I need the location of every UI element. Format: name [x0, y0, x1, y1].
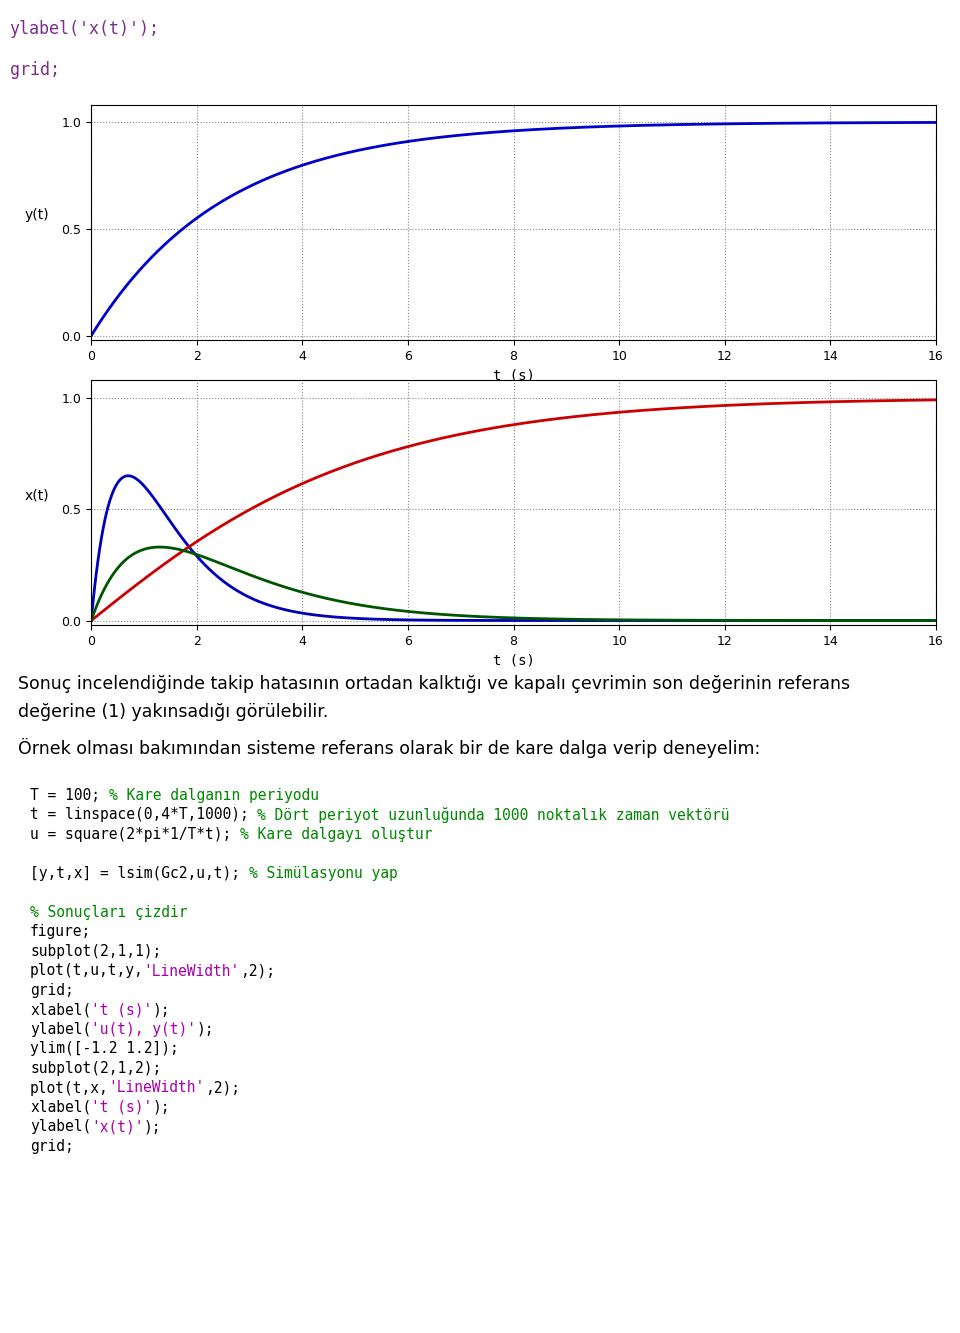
Text: ylabel(: ylabel( — [30, 1120, 91, 1134]
Text: ,2);: ,2); — [205, 1081, 240, 1096]
Text: % Dört periyot uzunluğunda 1000 noktalık zaman vektörü: % Dört periyot uzunluğunda 1000 noktalık… — [257, 808, 730, 824]
Text: subplot(2,1,2);: subplot(2,1,2); — [30, 1061, 161, 1076]
Text: ylabel(: ylabel( — [30, 1022, 91, 1037]
Y-axis label: y(t): y(t) — [24, 208, 49, 223]
Text: );: ); — [153, 1002, 170, 1017]
Text: % Kare dalgayı oluştur: % Kare dalgayı oluştur — [240, 826, 433, 842]
Text: 'LineWidth': 'LineWidth' — [144, 964, 240, 978]
Text: u = square(2*pi*1/T*t);: u = square(2*pi*1/T*t); — [30, 826, 240, 842]
Text: değerine (1) yakınsadığı görülebilir.: değerine (1) yakınsadığı görülebilir. — [18, 702, 328, 721]
Text: subplot(2,1,1);: subplot(2,1,1); — [30, 944, 161, 958]
X-axis label: t (s): t (s) — [492, 653, 535, 668]
Text: % Sonuçları çizdir: % Sonuçları çizdir — [30, 905, 187, 920]
Text: plot(t,u,t,y,: plot(t,u,t,y, — [30, 964, 144, 978]
Text: ylabel('x(t)');: ylabel('x(t)'); — [10, 20, 159, 39]
Text: grid;: grid; — [10, 61, 60, 79]
Text: grid;: grid; — [30, 1138, 74, 1154]
X-axis label: t (s): t (s) — [492, 368, 535, 383]
Y-axis label: x(t): x(t) — [24, 488, 49, 503]
Text: 'LineWidth': 'LineWidth' — [108, 1081, 205, 1096]
Text: xlabel(: xlabel( — [30, 1100, 91, 1114]
Text: 't (s)': 't (s)' — [91, 1100, 153, 1114]
Text: );: ); — [153, 1100, 170, 1114]
Text: 'u(t), y(t)': 'u(t), y(t)' — [91, 1022, 196, 1037]
Text: t = linspace(0,4*T,1000);: t = linspace(0,4*T,1000); — [30, 808, 257, 822]
Text: % Kare dalganın periyodu: % Kare dalganın periyodu — [108, 788, 319, 802]
Text: );: ); — [144, 1120, 161, 1134]
Text: 't (s)': 't (s)' — [91, 1002, 153, 1017]
Text: grid;: grid; — [30, 982, 74, 998]
Text: ylim([-1.2 1.2]);: ylim([-1.2 1.2]); — [30, 1041, 179, 1057]
Text: figure;: figure; — [30, 925, 91, 940]
Text: 'x(t)': 'x(t)' — [91, 1120, 144, 1134]
Text: );: ); — [196, 1022, 214, 1037]
Text: Sonuç incelendiğinde takip hatasının ortadan kalktığı ve kapalı çevrimin son değ: Sonuç incelendiğinde takip hatasının ort… — [18, 674, 851, 693]
Text: xlabel(: xlabel( — [30, 1002, 91, 1017]
Text: Örnek olması bakımından sisteme referans olarak bir de kare dalga verip deneyeli: Örnek olması bakımından sisteme referans… — [18, 738, 760, 758]
Text: plot(t,x,: plot(t,x, — [30, 1081, 108, 1096]
Text: [y,t,x] = lsim(Gc2,u,t);: [y,t,x] = lsim(Gc2,u,t); — [30, 866, 249, 881]
Text: % Simülasyonu yap: % Simülasyonu yap — [249, 866, 397, 881]
Text: T = 100;: T = 100; — [30, 788, 108, 802]
Text: ,2);: ,2); — [240, 964, 275, 978]
